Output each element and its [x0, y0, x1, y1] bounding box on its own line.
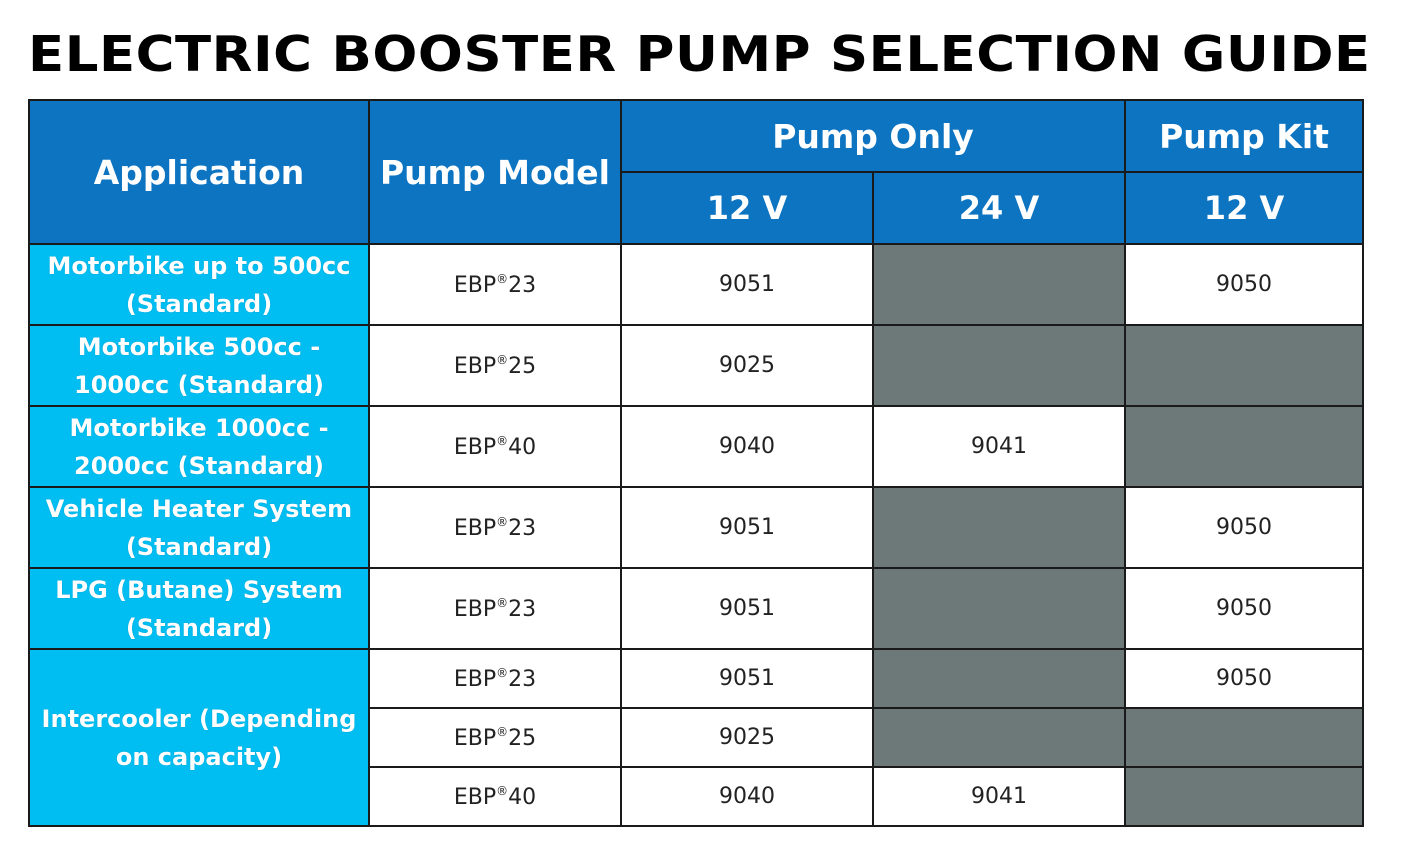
model-number: 25 — [508, 725, 537, 751]
model-number: 40 — [508, 784, 537, 810]
registered-mark: ® — [496, 783, 509, 798]
unavailable-cell — [1124, 324, 1365, 407]
model-prefix: EBP — [453, 434, 497, 460]
table-row: Motorbike 500cc - 1000cc (Standard) EBP®… — [28, 324, 1365, 407]
model-prefix: EBP — [453, 515, 497, 541]
registered-mark: ® — [496, 514, 509, 529]
pump-model-cell: EBP®23 — [368, 648, 622, 709]
unavailable-cell — [871, 707, 1127, 768]
model-number: 40 — [508, 434, 537, 460]
application-cell: Motorbike up to 500cc (Standard) — [28, 243, 370, 326]
header-pump-kit-12v: 12 V — [1124, 171, 1365, 245]
model-prefix: EBP — [453, 272, 497, 298]
model-number: 25 — [508, 353, 537, 379]
application-cell: Motorbike 500cc - 1000cc (Standard) — [28, 324, 370, 407]
pump-kit-12v-cell: 9050 — [1124, 486, 1365, 569]
registered-mark: ® — [496, 665, 509, 680]
registered-mark: ® — [496, 595, 509, 610]
table-row: Motorbike up to 500cc (Standard) EBP®23 … — [28, 243, 1365, 326]
pump-kit-12v-cell: 9050 — [1124, 567, 1365, 650]
model-number: 23 — [508, 515, 537, 541]
header-pump-only-24v: 24 V — [871, 171, 1127, 245]
model-number: 23 — [508, 666, 537, 692]
pump-only-12v-cell: 9051 — [620, 243, 874, 326]
pump-only-24v-cell: 9041 — [871, 405, 1127, 488]
application-cell: Vehicle Heater System (Standard) — [28, 486, 370, 569]
pump-only-12v-cell: 9040 — [620, 405, 874, 488]
unavailable-cell — [1124, 766, 1365, 827]
model-prefix: EBP — [453, 353, 497, 379]
table-row: LPG (Butane) System (Standard) EBP®23 90… — [28, 567, 1365, 650]
pump-kit-12v-cell: 9050 — [1124, 648, 1365, 709]
pump-only-12v-cell: 9051 — [620, 648, 874, 709]
table-row: EBP®40 9040 9041 — [29, 766, 1365, 827]
unavailable-cell — [871, 648, 1127, 709]
table-row: Vehicle Heater System (Standard) EBP®23 … — [28, 486, 1365, 569]
pump-only-12v-cell: 9025 — [620, 324, 874, 407]
pump-selection-table: Application Pump Model Pump Only Pump Ki… — [28, 99, 1365, 827]
pump-model-cell: EBP®25 — [368, 707, 622, 768]
header-application: Application — [28, 99, 370, 245]
pump-model-cell: EBP®40 — [368, 405, 622, 488]
model-prefix: EBP — [453, 784, 497, 810]
application-cell: Motorbike 1000cc - 2000cc (Standard) — [28, 405, 370, 488]
table-row: EBP®25 9025 — [29, 707, 1365, 768]
header-pump-only-12v: 12 V — [620, 171, 874, 245]
pump-model-cell: EBP®23 — [368, 486, 622, 569]
header-pump-kit: Pump Kit — [1124, 99, 1365, 173]
pump-model-cell: EBP®23 — [368, 243, 622, 326]
unavailable-cell — [871, 567, 1127, 650]
unavailable-cell — [871, 324, 1127, 407]
model-prefix: EBP — [453, 666, 497, 692]
pump-model-cell: EBP®25 — [368, 324, 622, 407]
pump-kit-12v-cell: 9050 — [1124, 243, 1365, 326]
unavailable-cell — [1124, 405, 1365, 488]
registered-mark: ® — [496, 271, 509, 286]
table-row: Intercooler (Depending on capacity) EBP®… — [28, 648, 1365, 827]
model-number: 23 — [508, 272, 537, 298]
pump-only-12v-cell: 9040 — [620, 766, 874, 827]
unavailable-cell — [871, 486, 1127, 569]
header-pump-only: Pump Only — [619, 99, 1127, 173]
table-row: Motorbike 1000cc - 2000cc (Standard) EBP… — [28, 405, 1365, 488]
model-number: 23 — [508, 596, 537, 622]
unavailable-cell — [871, 243, 1127, 326]
registered-mark: ® — [496, 433, 509, 448]
pump-model-cell: EBP®23 — [368, 567, 622, 650]
pump-only-12v-cell: 9025 — [620, 707, 874, 768]
pump-only-24v-cell: 9041 — [871, 766, 1127, 827]
registered-mark: ® — [496, 724, 509, 739]
registered-mark: ® — [496, 352, 509, 367]
model-prefix: EBP — [453, 596, 497, 622]
unavailable-cell — [1124, 707, 1365, 768]
application-cell: Intercooler (Depending on capacity) — [28, 648, 370, 827]
application-cell: LPG (Butane) System (Standard) — [28, 567, 370, 650]
pump-only-12v-cell: 9051 — [620, 567, 874, 650]
page-title: ELECTRIC BOOSTER PUMP SELECTION GUIDE — [28, 26, 1371, 83]
pump-only-12v-cell: 9051 — [620, 486, 874, 569]
model-prefix: EBP — [453, 725, 497, 751]
header-pump-model: Pump Model — [368, 99, 622, 245]
pump-model-cell: EBP®40 — [368, 766, 622, 827]
